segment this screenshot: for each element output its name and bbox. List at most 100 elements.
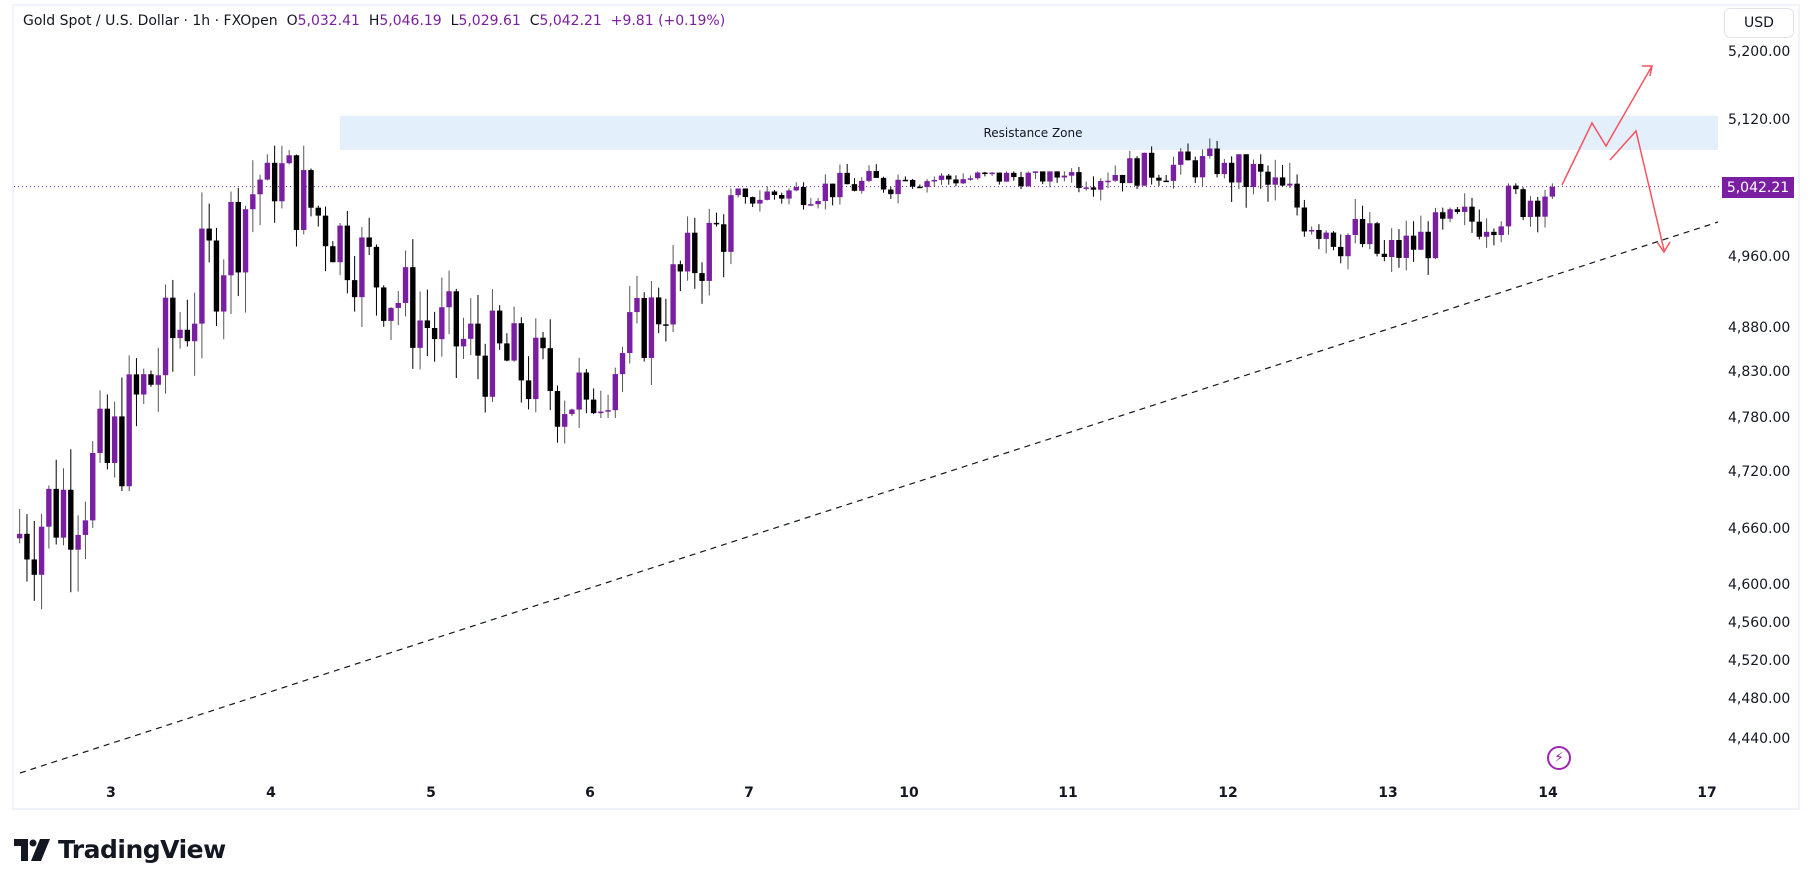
candle[interactable] xyxy=(322,206,329,272)
candle[interactable] xyxy=(1461,193,1468,226)
candle[interactable] xyxy=(1047,171,1053,188)
candle[interactable] xyxy=(728,188,734,265)
candle[interactable] xyxy=(1018,171,1024,190)
candle[interactable] xyxy=(90,441,96,528)
candle[interactable] xyxy=(279,145,285,209)
candle[interactable] xyxy=(895,174,901,204)
candle[interactable] xyxy=(1359,205,1366,248)
candle[interactable] xyxy=(446,270,452,335)
candle[interactable] xyxy=(1163,175,1169,183)
candle[interactable] xyxy=(1199,149,1206,187)
candle[interactable] xyxy=(800,182,807,210)
candle[interactable] xyxy=(271,145,278,223)
candle[interactable] xyxy=(1483,218,1490,248)
candle[interactable] xyxy=(475,294,481,380)
candle[interactable] xyxy=(1454,207,1461,214)
candle[interactable] xyxy=(1054,171,1060,183)
candle[interactable] xyxy=(822,174,829,210)
candle[interactable] xyxy=(1156,174,1162,186)
candle[interactable] xyxy=(235,187,241,297)
candle[interactable] xyxy=(692,217,698,289)
candle[interactable] xyxy=(1127,150,1133,184)
candle[interactable] xyxy=(1098,178,1104,201)
candle[interactable] xyxy=(1243,154,1249,208)
tradingview-logo[interactable]: TradingView xyxy=(14,835,226,864)
candle[interactable] xyxy=(996,172,1003,185)
candle[interactable] xyxy=(1498,221,1504,243)
candle[interactable] xyxy=(1003,171,1010,182)
candle[interactable] xyxy=(315,205,321,227)
candle[interactable] xyxy=(293,154,300,247)
candle[interactable] xyxy=(489,289,496,402)
candle[interactable] xyxy=(1410,221,1417,262)
candle[interactable] xyxy=(569,408,575,417)
candle[interactable] xyxy=(1185,143,1191,161)
candle[interactable] xyxy=(706,208,712,296)
candle[interactable] xyxy=(1418,215,1424,250)
candle[interactable] xyxy=(960,173,966,185)
candle[interactable] xyxy=(684,216,691,281)
candle[interactable] xyxy=(53,459,59,545)
candle[interactable] xyxy=(1294,174,1300,216)
candle[interactable] xyxy=(213,227,220,327)
candle[interactable] xyxy=(576,357,582,428)
candle[interactable] xyxy=(337,222,343,276)
candle[interactable] xyxy=(1105,172,1111,189)
candle[interactable] xyxy=(786,188,792,205)
candle[interactable] xyxy=(612,367,618,418)
candle[interactable] xyxy=(1367,212,1373,250)
candle[interactable] xyxy=(1061,171,1068,182)
candle[interactable] xyxy=(482,343,488,413)
candle[interactable] xyxy=(757,190,763,212)
candle[interactable] xyxy=(924,178,930,193)
candle[interactable] xyxy=(533,318,539,413)
candle[interactable] xyxy=(359,227,365,327)
candle[interactable] xyxy=(431,311,438,362)
candle[interactable] xyxy=(1250,159,1257,195)
candle[interactable] xyxy=(511,306,517,362)
candle[interactable] xyxy=(648,281,655,385)
candle[interactable] xyxy=(381,285,387,327)
candle[interactable] xyxy=(837,164,843,205)
candle[interactable] xyxy=(1090,176,1097,197)
candle[interactable] xyxy=(1432,207,1439,260)
candle[interactable] xyxy=(330,241,336,263)
candle[interactable] xyxy=(496,305,503,350)
candle[interactable] xyxy=(518,317,525,403)
candle[interactable] xyxy=(1330,231,1337,251)
candle[interactable] xyxy=(605,394,611,418)
candle[interactable] xyxy=(1076,167,1082,193)
candle[interactable] xyxy=(1491,228,1497,246)
candle[interactable] xyxy=(1513,183,1519,195)
trendline[interactable] xyxy=(19,221,1719,774)
lightning-icon[interactable]: ⚡ xyxy=(1547,746,1571,770)
candle[interactable] xyxy=(97,390,103,463)
candle[interactable] xyxy=(388,306,394,340)
candle[interactable] xyxy=(184,299,191,347)
candle[interactable] xyxy=(1011,171,1017,181)
candle[interactable] xyxy=(619,346,626,393)
candle[interactable] xyxy=(417,291,423,370)
candle[interactable] xyxy=(24,514,30,582)
candle[interactable] xyxy=(1308,226,1315,235)
candle[interactable] xyxy=(953,175,959,187)
candle[interactable] xyxy=(31,520,37,601)
candle[interactable] xyxy=(373,244,380,316)
candle[interactable] xyxy=(677,260,684,292)
candle[interactable] xyxy=(133,358,140,427)
candle[interactable] xyxy=(1345,233,1351,270)
candle[interactable] xyxy=(104,394,111,470)
candle[interactable] xyxy=(989,172,995,177)
candle[interactable] xyxy=(771,189,778,200)
candle[interactable] xyxy=(598,390,604,418)
candle[interactable] xyxy=(1207,138,1213,159)
candle[interactable] xyxy=(880,176,887,193)
candle[interactable] xyxy=(424,289,431,357)
candle[interactable] xyxy=(808,198,814,207)
candle[interactable] xyxy=(1170,156,1177,189)
candle[interactable] xyxy=(257,174,263,226)
candle[interactable] xyxy=(1083,181,1089,191)
candle[interactable] xyxy=(366,217,372,256)
candle[interactable] xyxy=(590,388,597,415)
